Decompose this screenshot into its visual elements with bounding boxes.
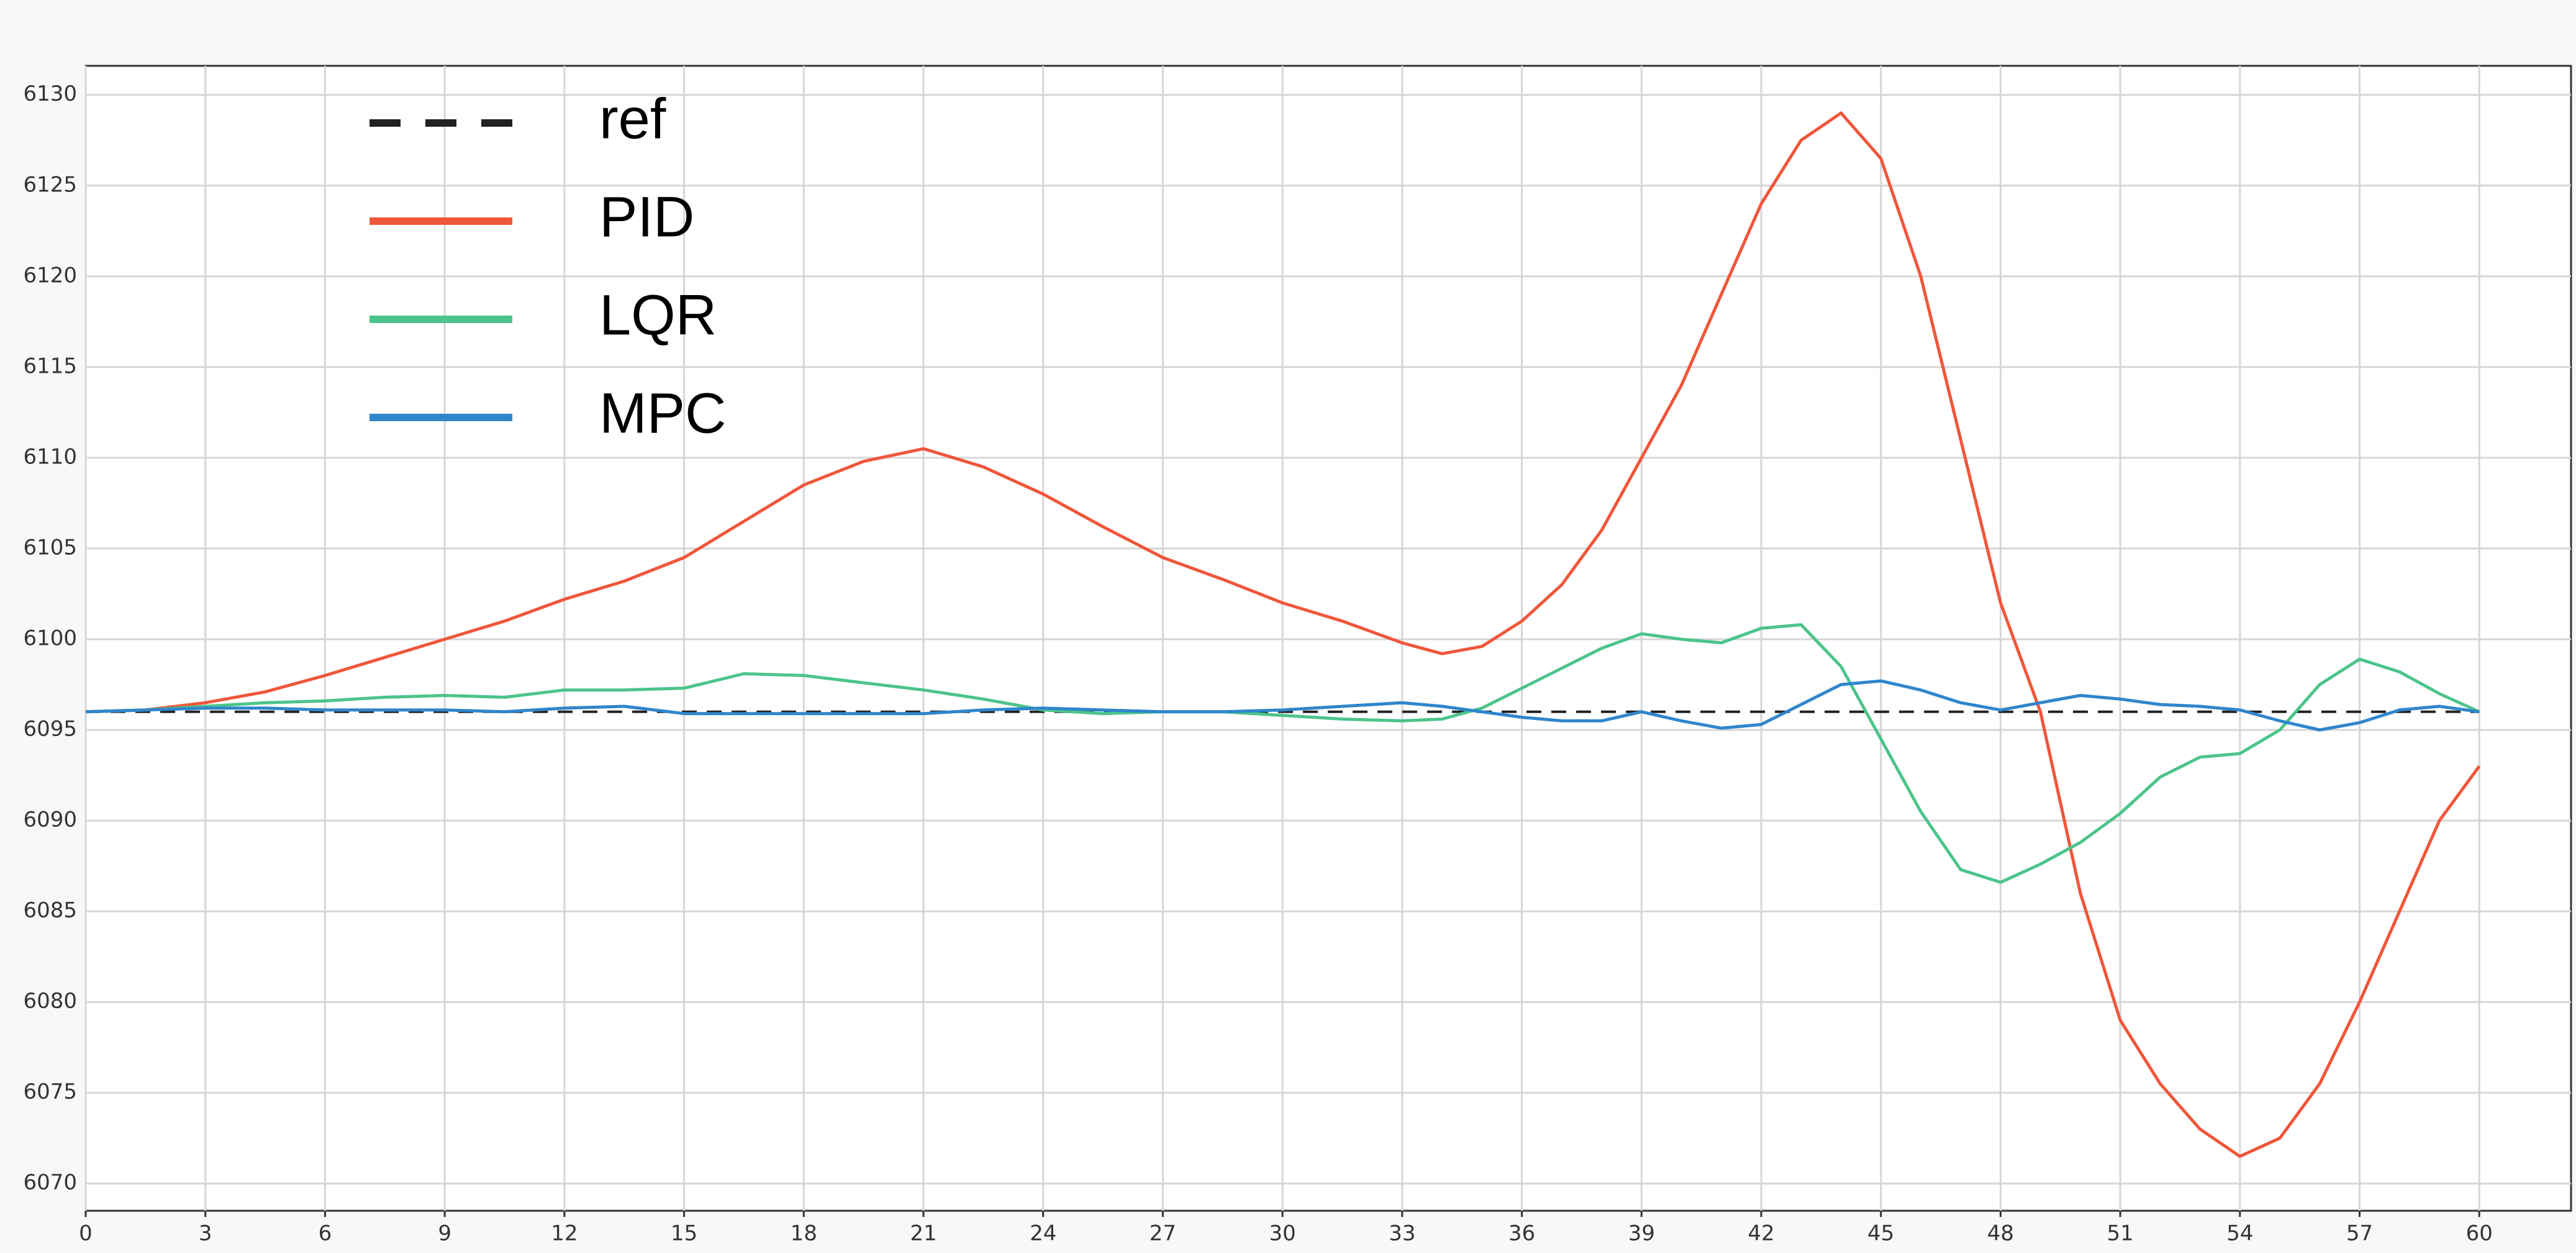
y-tick-label: 6085 [23, 898, 77, 923]
x-tick-label: 15 [671, 1221, 697, 1246]
x-tick-label: 9 [438, 1221, 451, 1246]
legend-label: MPC [599, 381, 726, 445]
x-tick-label: 6 [319, 1221, 332, 1246]
x-tick-label: 57 [2346, 1221, 2373, 1246]
y-tick-label: 6070 [23, 1170, 77, 1195]
x-tick-label: 54 [2226, 1221, 2253, 1246]
x-tick-label: 30 [1269, 1221, 1295, 1246]
x-tick-label: 24 [1030, 1221, 1056, 1246]
x-tick-label: 18 [791, 1221, 817, 1246]
legend-label: PID [599, 185, 694, 248]
legend-label: ref [599, 87, 666, 150]
y-tick-label: 6095 [23, 716, 77, 741]
y-tick-label: 6110 [23, 444, 77, 469]
legend-label: LQR [599, 283, 717, 347]
x-tick-label: 3 [199, 1221, 212, 1246]
y-tick-label: 6100 [23, 626, 77, 650]
x-tick-label: 33 [1389, 1221, 1415, 1246]
y-tick-label: 6115 [23, 353, 77, 378]
series-line [85, 111, 2481, 1158]
x-tick-label: 0 [79, 1221, 93, 1246]
y-tick-label: 6130 [23, 81, 77, 106]
series-line [85, 679, 2480, 732]
y-tick-label: 6125 [23, 172, 77, 197]
x-tick-label: 45 [1867, 1221, 1894, 1246]
x-tick-label: 27 [1150, 1221, 1176, 1246]
x-tick-label: 36 [1508, 1221, 1535, 1246]
y-tick-label: 6090 [23, 808, 77, 832]
series-line [85, 623, 2480, 884]
x-tick-label: 42 [1748, 1221, 1774, 1246]
y-tick-label: 6105 [23, 535, 77, 560]
y-tick-label: 6120 [23, 263, 77, 288]
x-tick-label: 12 [551, 1221, 578, 1246]
x-tick-label: 39 [1628, 1221, 1655, 1246]
y-tick-label: 6075 [23, 1080, 77, 1105]
y-tick-label: 6080 [23, 989, 77, 1014]
x-tick-label: 48 [1987, 1221, 2014, 1246]
x-tick-label: 51 [2107, 1221, 2133, 1246]
x-tick-label: 60 [2466, 1221, 2493, 1246]
x-tick-label: 21 [910, 1221, 937, 1246]
